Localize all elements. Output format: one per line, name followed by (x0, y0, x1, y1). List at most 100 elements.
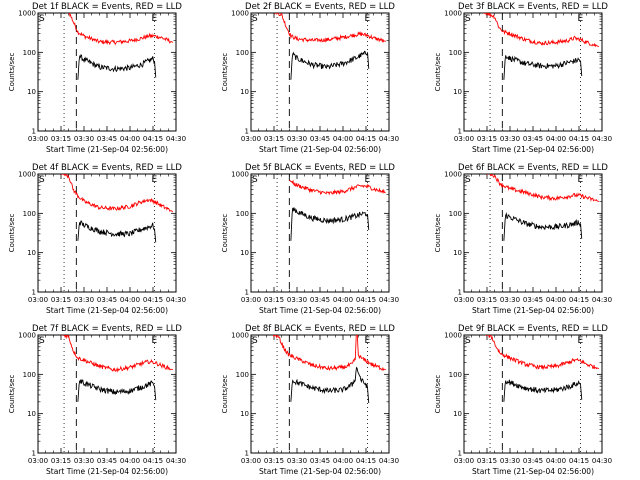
chart-panel-7: Det 7f BLACK = Events, RED = LLD Counts/s… (8, 324, 186, 476)
x-tick-label: 03:30 (74, 135, 94, 143)
x-tick-label: 04:30 (379, 296, 399, 304)
y-tick-label: 10 (27, 410, 36, 418)
x-tick-label: 04:30 (592, 457, 612, 465)
series-line-events (77, 220, 157, 243)
x-tick-label: 03:30 (287, 296, 307, 304)
series-line-lld (289, 179, 386, 196)
series-line-lld (485, 335, 600, 371)
x-tick-label: 03:15 (264, 296, 284, 304)
x-axis-label: Start Time (21-Sep-04 02:56:00) (259, 145, 381, 154)
x-tick-label: 03:30 (500, 135, 520, 143)
x-axis-label: Start Time (21-Sep-04 02:56:00) (46, 467, 168, 476)
start-marker: S (39, 14, 45, 24)
x-tick-label: 04:00 (120, 296, 140, 304)
y-tick-label: 100 (23, 210, 36, 218)
series-line-lld (59, 335, 174, 373)
x-tick-label: 03:00 (28, 135, 48, 143)
y-tick-label: 100 (449, 371, 462, 379)
chart-title: Det 9f BLACK = Events, RED = LLD (458, 324, 608, 334)
x-axis-label: Start Time (21-Sep-04 02:56:00) (472, 145, 594, 154)
x-tick-label: 03:45 (97, 135, 117, 143)
series-line-events (503, 55, 583, 80)
x-tick-label: 04:15 (569, 135, 589, 143)
x-tick-label: 04:15 (569, 457, 589, 465)
chart-title: Det 2f BLACK = Events, RED = LLD (245, 2, 395, 12)
x-tick-label: 04:15 (356, 135, 376, 143)
y-tick-label: 1 (458, 128, 462, 136)
y-tick-label: 10 (240, 410, 249, 418)
chart-title: Det 6f BLACK = Events, RED = LLD (458, 163, 608, 173)
y-tick-label: 100 (449, 210, 462, 218)
y-axis-label: Counts/sec (434, 375, 442, 414)
x-tick-label: 03:00 (28, 296, 48, 304)
y-tick-label: 1 (245, 128, 249, 136)
series-line-events (503, 379, 583, 402)
chart-title: Det 1f BLACK = Events, RED = LLD (32, 2, 182, 12)
x-axis-label: Start Time (21-Sep-04 02:56:00) (472, 306, 594, 315)
x-tick-label: 03:30 (287, 457, 307, 465)
y-axis-label: Counts/sec (434, 214, 442, 253)
plot-frame (250, 12, 390, 132)
chart-title: Det 3f BLACK = Events, RED = LLD (458, 2, 608, 12)
x-tick-label: 03:45 (97, 296, 117, 304)
y-axis-label: Counts/sec (221, 214, 229, 253)
y-tick-label: 1 (458, 289, 462, 297)
x-axis-label: Start Time (21-Sep-04 02:56:00) (46, 145, 168, 154)
x-tick-label: 04:00 (120, 135, 140, 143)
x-tick-label: 03:15 (51, 457, 71, 465)
series-line-events (290, 207, 370, 241)
x-tick-label: 03:45 (523, 135, 543, 143)
series-line-lld (272, 13, 387, 44)
x-tick-label: 03:45 (523, 457, 543, 465)
y-tick-label: 10 (240, 88, 249, 96)
series-line-events (290, 50, 370, 80)
x-tick-label: 03:15 (264, 135, 284, 143)
x-tick-label: 03:30 (287, 135, 307, 143)
x-tick-label: 04:00 (333, 296, 353, 304)
x-tick-label: 03:45 (310, 457, 330, 465)
x-tick-label: 04:30 (166, 135, 186, 143)
end-marker: E (152, 175, 158, 185)
y-tick-label: 100 (236, 371, 249, 379)
x-tick-label: 03:00 (241, 135, 261, 143)
y-tick-label: 1000 (18, 171, 36, 179)
x-axis-label: Start Time (21-Sep-04 02:56:00) (472, 467, 594, 476)
end-marker: E (365, 175, 371, 185)
x-tick-label: 04:15 (143, 296, 163, 304)
y-axis-label: Counts/sec (8, 53, 16, 92)
series-line-events (503, 211, 583, 241)
start-marker: S (252, 14, 258, 24)
chart-panel-2: Det 2f BLACK = Events, RED = LLD Counts/s… (221, 2, 399, 154)
x-tick-label: 04:00 (333, 457, 353, 465)
x-tick-label: 03:45 (310, 296, 330, 304)
y-tick-label: 100 (23, 371, 36, 379)
x-tick-label: 04:15 (143, 457, 163, 465)
y-tick-label: 10 (27, 249, 36, 257)
y-axis-label: Counts/sec (434, 53, 442, 92)
series-line-events (77, 54, 157, 80)
series-line-lld (68, 13, 174, 46)
x-tick-label: 03:15 (51, 135, 71, 143)
x-tick-label: 04:00 (546, 135, 566, 143)
chart-panel-1: Det 1f BLACK = Events, RED = LLD Counts/s… (8, 2, 186, 154)
y-tick-label: 1000 (18, 332, 36, 340)
y-tick-label: 1 (32, 289, 36, 297)
chart-title: Det 7f BLACK = Events, RED = LLD (32, 324, 182, 334)
x-axis-label: Start Time (21-Sep-04 02:56:00) (259, 306, 381, 315)
chart-title: Det 4f BLACK = Events, RED = LLD (32, 163, 182, 173)
y-tick-label: 1000 (444, 10, 462, 18)
x-tick-label: 03:30 (500, 457, 520, 465)
y-tick-label: 1000 (444, 171, 462, 179)
y-axis-label: Counts/sec (8, 214, 16, 253)
x-tick-label: 04:15 (356, 296, 376, 304)
end-marker: E (152, 336, 158, 346)
x-tick-label: 04:30 (379, 457, 399, 465)
y-axis-label: Counts/sec (8, 375, 16, 414)
y-tick-label: 1 (32, 450, 36, 458)
chart-panel-3: Det 3f BLACK = Events, RED = LLD Counts/s… (434, 2, 612, 154)
y-tick-label: 1 (245, 450, 249, 458)
x-tick-label: 04:30 (592, 296, 612, 304)
x-tick-label: 04:30 (166, 457, 186, 465)
x-tick-label: 03:00 (241, 296, 261, 304)
